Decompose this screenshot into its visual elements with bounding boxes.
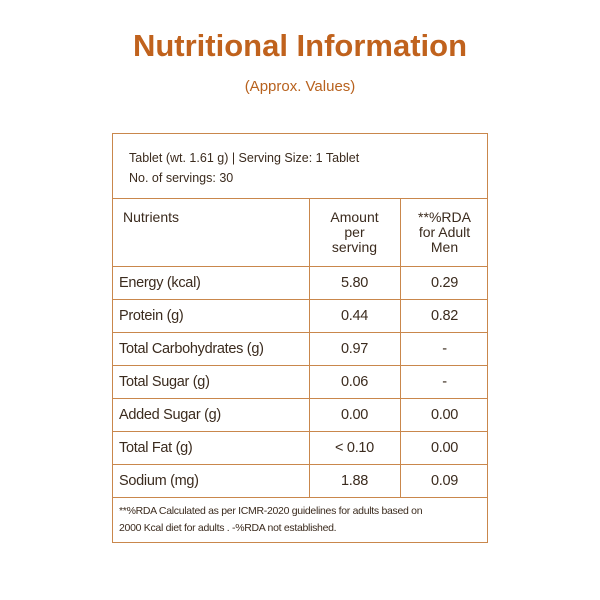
text: Men	[430, 238, 459, 255]
text: Added Sugar (g)	[119, 406, 221, 423]
nutrient-cell: Protein (g)	[113, 299, 309, 332]
value-cell: 0.82	[400, 299, 489, 332]
divider	[113, 464, 487, 465]
text: 0.44	[340, 307, 369, 324]
value-cell: 0.97	[309, 332, 400, 365]
text: Energy (kcal)	[119, 274, 201, 291]
divider	[113, 266, 487, 267]
title: Nutritional Information	[132, 28, 468, 63]
text: **%RDA Calculated as per ICMR-2020 guide…	[119, 504, 423, 517]
text: Amount	[330, 208, 379, 225]
nutrient-cell: Sodium (mg)	[113, 464, 309, 497]
text: serving	[331, 238, 378, 255]
nutrient-cell: Total Fat (g)	[113, 431, 309, 464]
text: < 0.10	[335, 439, 374, 456]
info: Tablet (wt. 1.61 g) | Serving Size: 1 Ta…	[129, 146, 479, 190]
text: 0.00	[430, 406, 459, 423]
value-cell: 0.00	[309, 398, 400, 431]
text: No. of servings: 30	[129, 171, 234, 185]
divider	[113, 332, 487, 333]
text: -	[442, 340, 447, 357]
text: **%RDA	[418, 208, 471, 225]
nutrient-cell: Total Carbohydrates (g)	[113, 332, 309, 365]
text: per	[344, 223, 365, 240]
text: Total Carbohydrates (g)	[119, 340, 264, 357]
text: for Adult	[418, 223, 471, 240]
column-header: Amount per serving	[309, 198, 400, 266]
text: -	[442, 373, 447, 390]
divider	[113, 398, 487, 399]
value-cell: 1.88	[309, 464, 400, 497]
text: 2000 Kcal diet for adults . -%RDA not es…	[119, 521, 337, 534]
value-cell: < 0.10	[309, 431, 400, 464]
text: 0.00	[430, 439, 459, 456]
text: Tablet (wt. 1.61 g) | Serving Size: 1 Ta…	[129, 151, 360, 165]
column-header: Nutrients	[113, 198, 309, 266]
nutrition-table: Tablet (wt. 1.61 g) | Serving Size: 1 Ta…	[112, 133, 488, 543]
nutrient-cell: Total Sugar (g)	[113, 365, 309, 398]
text: Total Fat (g)	[119, 439, 193, 456]
divider	[113, 198, 487, 199]
nutrient-cell: Energy (kcal)	[113, 266, 309, 299]
value-cell: 0.09	[400, 464, 489, 497]
value-cell: 0.00	[400, 398, 489, 431]
subtitle: (Approx. Values)	[244, 78, 356, 95]
text: 0.29	[430, 274, 459, 291]
value-cell: 0.00	[400, 431, 489, 464]
footnote: **%RDA Calculated as per ICMR-2020 guide…	[119, 497, 485, 542]
column-header: **%RDA for Adult Men	[400, 198, 489, 266]
divider	[309, 198, 310, 497]
value-cell: 0.44	[309, 299, 400, 332]
text: 0.97	[340, 340, 369, 357]
text: 1.88	[340, 472, 369, 489]
text: 0.09	[430, 472, 459, 489]
value-cell: 5.80	[309, 266, 400, 299]
divider	[113, 431, 487, 432]
text: Sodium (mg)	[119, 472, 199, 489]
value-cell: -	[400, 332, 489, 365]
text: Nutrients	[123, 209, 180, 225]
value-cell: 0.06	[309, 365, 400, 398]
divider	[400, 198, 401, 497]
divider	[113, 299, 487, 300]
text: 0.00	[340, 406, 369, 423]
text: Protein (g)	[119, 307, 184, 324]
text: Total Sugar (g)	[119, 373, 210, 390]
text: 0.06	[340, 373, 369, 390]
text: 0.82	[430, 307, 459, 324]
value-cell: -	[400, 365, 489, 398]
divider	[113, 365, 487, 366]
nutrient-cell: Added Sugar (g)	[113, 398, 309, 431]
divider	[113, 497, 487, 498]
text: 5.80	[340, 274, 369, 291]
value-cell: 0.29	[400, 266, 489, 299]
